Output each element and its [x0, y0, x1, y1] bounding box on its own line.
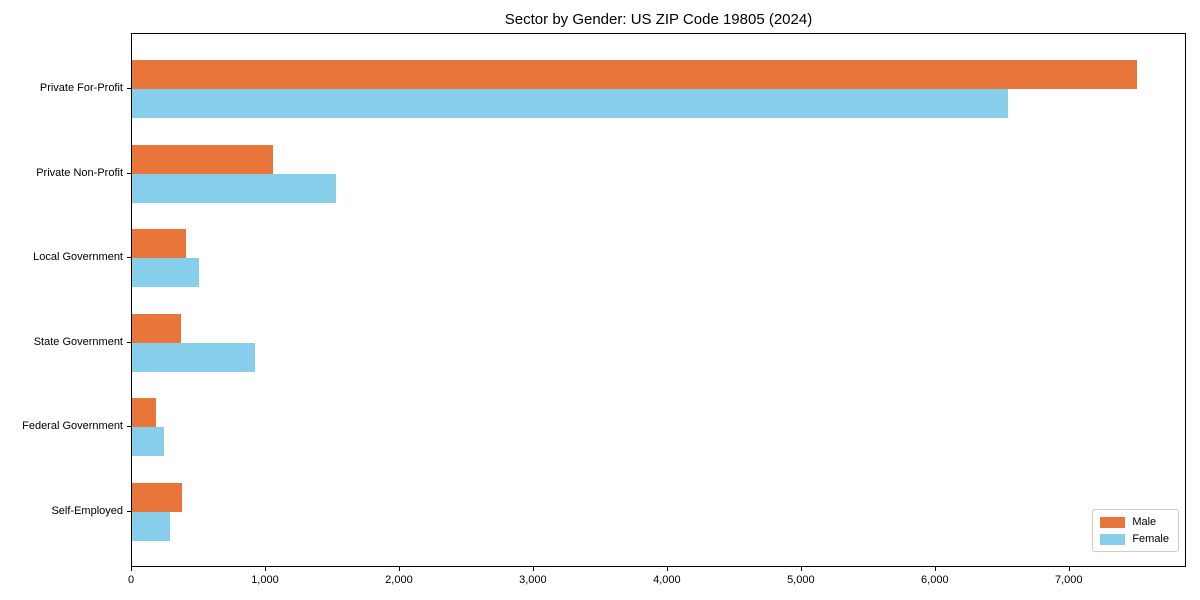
- x-tick: [264, 567, 266, 571]
- x-tick: [800, 567, 802, 571]
- x-tick-label: 1,000: [251, 574, 279, 586]
- legend-label-male: Male: [1132, 516, 1157, 528]
- plot-area: Male Female: [131, 33, 1186, 567]
- bar-female-self-employed: [132, 512, 170, 541]
- bar-female-private-for-profit: [132, 89, 1008, 118]
- y-tick-label-self-employed: Self-Employed: [51, 505, 123, 517]
- x-tick-label: 0: [127, 574, 135, 586]
- y-tick: [127, 426, 131, 428]
- y-tick-label-private-for-profit: Private For-Profit: [39, 82, 123, 94]
- x-tick: [532, 567, 534, 571]
- x-tick: [1068, 567, 1070, 571]
- legend-label-female: Female: [1132, 533, 1169, 545]
- y-tick: [127, 257, 131, 259]
- bar-male-local-government: [132, 229, 186, 259]
- x-tick-label: 4,000: [653, 574, 681, 586]
- legend-item-female: Female: [1100, 533, 1169, 545]
- chart-title: Sector by Gender: US ZIP Code 19805 (202…: [504, 11, 813, 28]
- bar-female-federal-government: [132, 427, 164, 457]
- legend-swatch-male: [1100, 516, 1126, 528]
- x-tick: [398, 567, 400, 571]
- legend-item-male: Male: [1100, 516, 1169, 528]
- bar-male-private-non-profit: [132, 144, 273, 174]
- x-tick: [666, 567, 668, 571]
- x-tick-label: 2,000: [385, 574, 413, 586]
- y-tick-label-state-government: State Government: [33, 335, 123, 348]
- bar-female-local-government: [132, 258, 199, 288]
- y-tick-label-local-government: Local Government: [33, 251, 123, 264]
- bar-male-private-for-profit: [132, 60, 1137, 89]
- y-tick: [127, 511, 131, 512]
- legend-swatch-female: [1100, 533, 1126, 545]
- bar-male-federal-government: [132, 398, 156, 428]
- x-tick-label: 6,000: [921, 574, 949, 586]
- bar-male-state-government: [132, 313, 181, 343]
- y-tick-label-federal-government: Federal Government: [22, 420, 123, 433]
- y-tick: [127, 88, 131, 89]
- y-tick: [127, 341, 131, 343]
- bar-female-private-non-profit: [132, 173, 336, 203]
- x-tick: [934, 567, 936, 571]
- y-tick: [127, 172, 131, 174]
- y-tick-label-private-non-profit: Private Non-Profit: [36, 166, 123, 179]
- legend: Male Female: [1092, 509, 1179, 552]
- x-tick-label: 5,000: [787, 574, 815, 586]
- bar-male-self-employed: [132, 483, 182, 512]
- x-tick-label: 3,000: [519, 574, 547, 586]
- x-tick: [131, 567, 132, 571]
- x-tick-label: 7,000: [1055, 574, 1083, 586]
- bar-female-state-government: [132, 342, 255, 372]
